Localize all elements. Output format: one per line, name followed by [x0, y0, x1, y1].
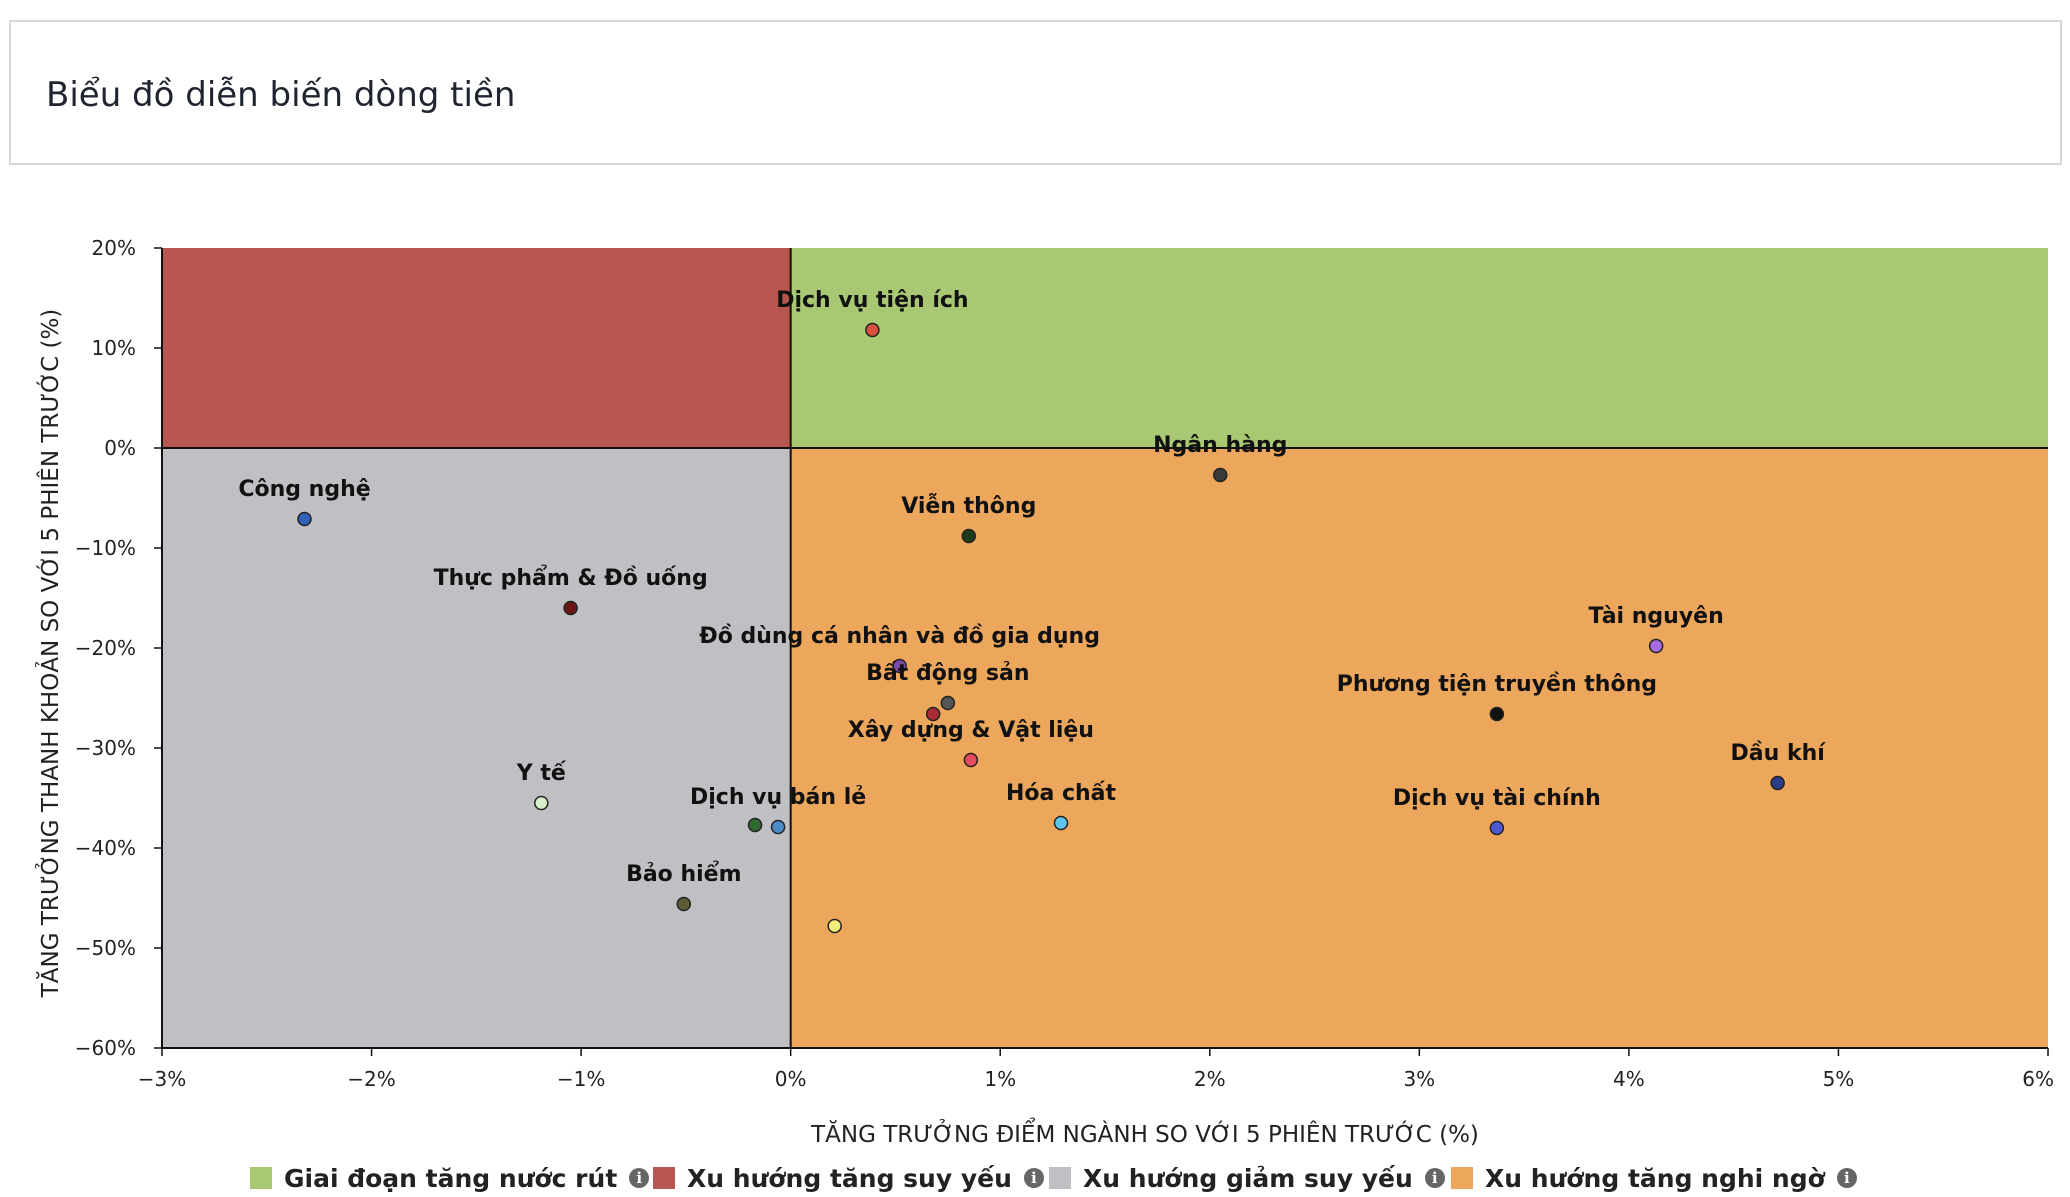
x-tick-label: 4%: [1613, 1067, 1645, 1091]
data-point-dich-vu-tai-chinh: [1489, 820, 1505, 836]
x-tick-label: 1%: [984, 1067, 1016, 1091]
legend-label: Xu hướng tăng nghi ngờ: [1485, 1163, 1825, 1193]
data-label-phuong-tien-truyen-thong: Phương tiện truyền thông: [1337, 672, 1657, 697]
data-point-cong-nghe: [297, 511, 312, 527]
data-point: [747, 817, 763, 833]
legend-item-xu-huong-tang-suy-yeu[interactable]: Xu hướng tăng suy yếu i: [653, 1160, 1044, 1196]
quadrant-xu-huong-tang-suy-yeu: [162, 248, 791, 448]
data-label-dich-vu-tai-chinh: Dịch vụ tài chính: [1393, 786, 1601, 811]
x-tick-label: 5%: [1823, 1067, 1855, 1091]
data-point-y-te: [534, 795, 549, 811]
info-icon[interactable]: i: [629, 1168, 650, 1188]
y-tick-label: 20%: [92, 236, 136, 260]
y-tick-label: −30%: [75, 736, 136, 760]
data-label-cong-nghe: Công nghệ: [238, 477, 370, 502]
x-axis-title: TĂNG TRƯỞNG ĐIỂM NGÀNH SO VỚI 5 PHIÊN TR…: [810, 1118, 1479, 1148]
data-point: [827, 918, 842, 934]
y-axis-title: TĂNG TRƯỞNG THANH KHOẢN SO VỚI 5 PHIÊN T…: [35, 309, 64, 999]
y-tick-label: −40%: [75, 836, 136, 860]
legend-swatch: [653, 1167, 675, 1189]
legend-item-giai-doan-tang-nuoc-rut[interactable]: Giai đoạn tăng nước rút i: [250, 1160, 650, 1196]
data-point-xay-dung-vat-lieu: [963, 752, 979, 768]
data-label-dau-khi: Dầu khí: [1731, 741, 1827, 766]
y-tick-label: −10%: [75, 536, 136, 560]
data-point-tai-nguyen: [1648, 638, 1664, 654]
data-label-thuc-pham-do-uong: Thực phẩm & Đồ uống: [434, 565, 708, 591]
data-label-hoa-chat: Hóa chất: [1006, 781, 1117, 806]
y-tick-label: 10%: [92, 336, 136, 360]
data-point-hoa-chat: [1053, 815, 1069, 831]
legend-label: Xu hướng tăng suy yếu: [687, 1163, 1012, 1193]
cashflow-scatter-chart: −3% −2% −1% 0% 1% 2% 3% 4% 5% 6% 20% 10% 0% −10% −20% −…: [35, 236, 2054, 1148]
data-point-dich-vu-tien-ich: [865, 322, 880, 338]
x-tick-label: 0%: [775, 1067, 807, 1091]
info-icon[interactable]: i: [1023, 1168, 1044, 1188]
y-tick-label: −60%: [75, 1036, 136, 1060]
x-tick-label: −2%: [347, 1067, 396, 1091]
data-label-dich-vu-ban-le: Dịch vụ bán lẻ: [690, 785, 866, 810]
data-point-vien-thong: [961, 528, 977, 544]
chart-legend: Giai đoạn tăng nước rút i Xu hướng tăng …: [0, 1160, 2070, 1196]
data-point-bao-hiem: [676, 896, 692, 912]
info-icon[interactable]: i: [1424, 1168, 1445, 1188]
x-tick-label: 3%: [1403, 1067, 1435, 1091]
data-label-bao-hiem: Bảo hiểm: [626, 861, 741, 887]
legend-label: Giai đoạn tăng nước rút: [284, 1163, 618, 1193]
data-label-vien-thong: Viễn thông: [901, 494, 1036, 519]
x-tick-label: −1%: [557, 1067, 606, 1091]
legend-item-xu-huong-tang-nghi-ngo[interactable]: Xu hướng tăng nghi ngờ i: [1451, 1160, 1857, 1196]
y-tick-label: −50%: [75, 936, 136, 960]
data-point-do-dung-ca-nhan-va-do-gia-dung: [892, 658, 907, 674]
legend-label: Xu hướng giảm suy yếu: [1083, 1163, 1413, 1193]
data-label-ngan-hang: Ngân hàng: [1153, 433, 1287, 458]
x-tick-label: 2%: [1194, 1067, 1226, 1091]
legend-item-xu-huong-giam-suy-yeu[interactable]: Xu hướng giảm suy yếu i: [1049, 1160, 1445, 1196]
data-label-y-te: Y tế: [516, 761, 567, 786]
quadrant-xu-huong-tang-nghi-ngo: [790, 448, 2048, 1048]
legend-swatch: [250, 1167, 272, 1189]
data-point-thuc-pham-do-uong: [563, 600, 578, 616]
chart-title: Biểu đồ diễn biến dòng tiền: [46, 75, 516, 115]
x-tick-label: 6%: [2022, 1067, 2054, 1091]
quadrant-giai-doan-tang-nuoc-rut: [790, 248, 2048, 448]
data-point-bat-dong-san: [940, 695, 956, 711]
data-label-dich-vu-tien-ich: Dịch vụ tiện ích: [776, 288, 968, 313]
data-point-ngan-hang: [1213, 467, 1228, 483]
data-point: [925, 706, 941, 722]
data-label-xay-dung-vat-lieu: Xây dựng & Vật liệu: [848, 718, 1094, 743]
legend-swatch: [1049, 1167, 1071, 1189]
y-tick-label: −20%: [75, 636, 136, 660]
x-tick-label: −3%: [138, 1067, 187, 1091]
data-point-dau-khi: [1770, 775, 1785, 791]
data-point-phuong-tien-truyen-thong: [1489, 706, 1505, 722]
y-tick-label: 0%: [104, 436, 136, 460]
data-label-bat-dong-san: Bất động sản: [866, 661, 1029, 686]
info-icon[interactable]: i: [1836, 1168, 1857, 1188]
data-point-dich-vu-ban-le: [770, 819, 786, 835]
data-label-do-dung-ca-nhan-va-do-gia-dung: Đồ dùng cá nhân và đồ gia dụng: [699, 624, 1100, 649]
chart-header: Biểu đồ diễn biến dòng tiền: [9, 20, 2062, 165]
legend-swatch: [1451, 1167, 1473, 1189]
quadrant-xu-huong-giam-suy-yeu: [162, 448, 791, 1048]
data-label-tai-nguyen: Tài nguyên: [1588, 604, 1723, 629]
